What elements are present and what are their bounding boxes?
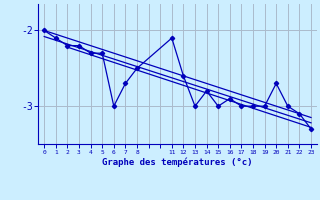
X-axis label: Graphe des températures (°c): Graphe des températures (°c) bbox=[102, 157, 253, 167]
